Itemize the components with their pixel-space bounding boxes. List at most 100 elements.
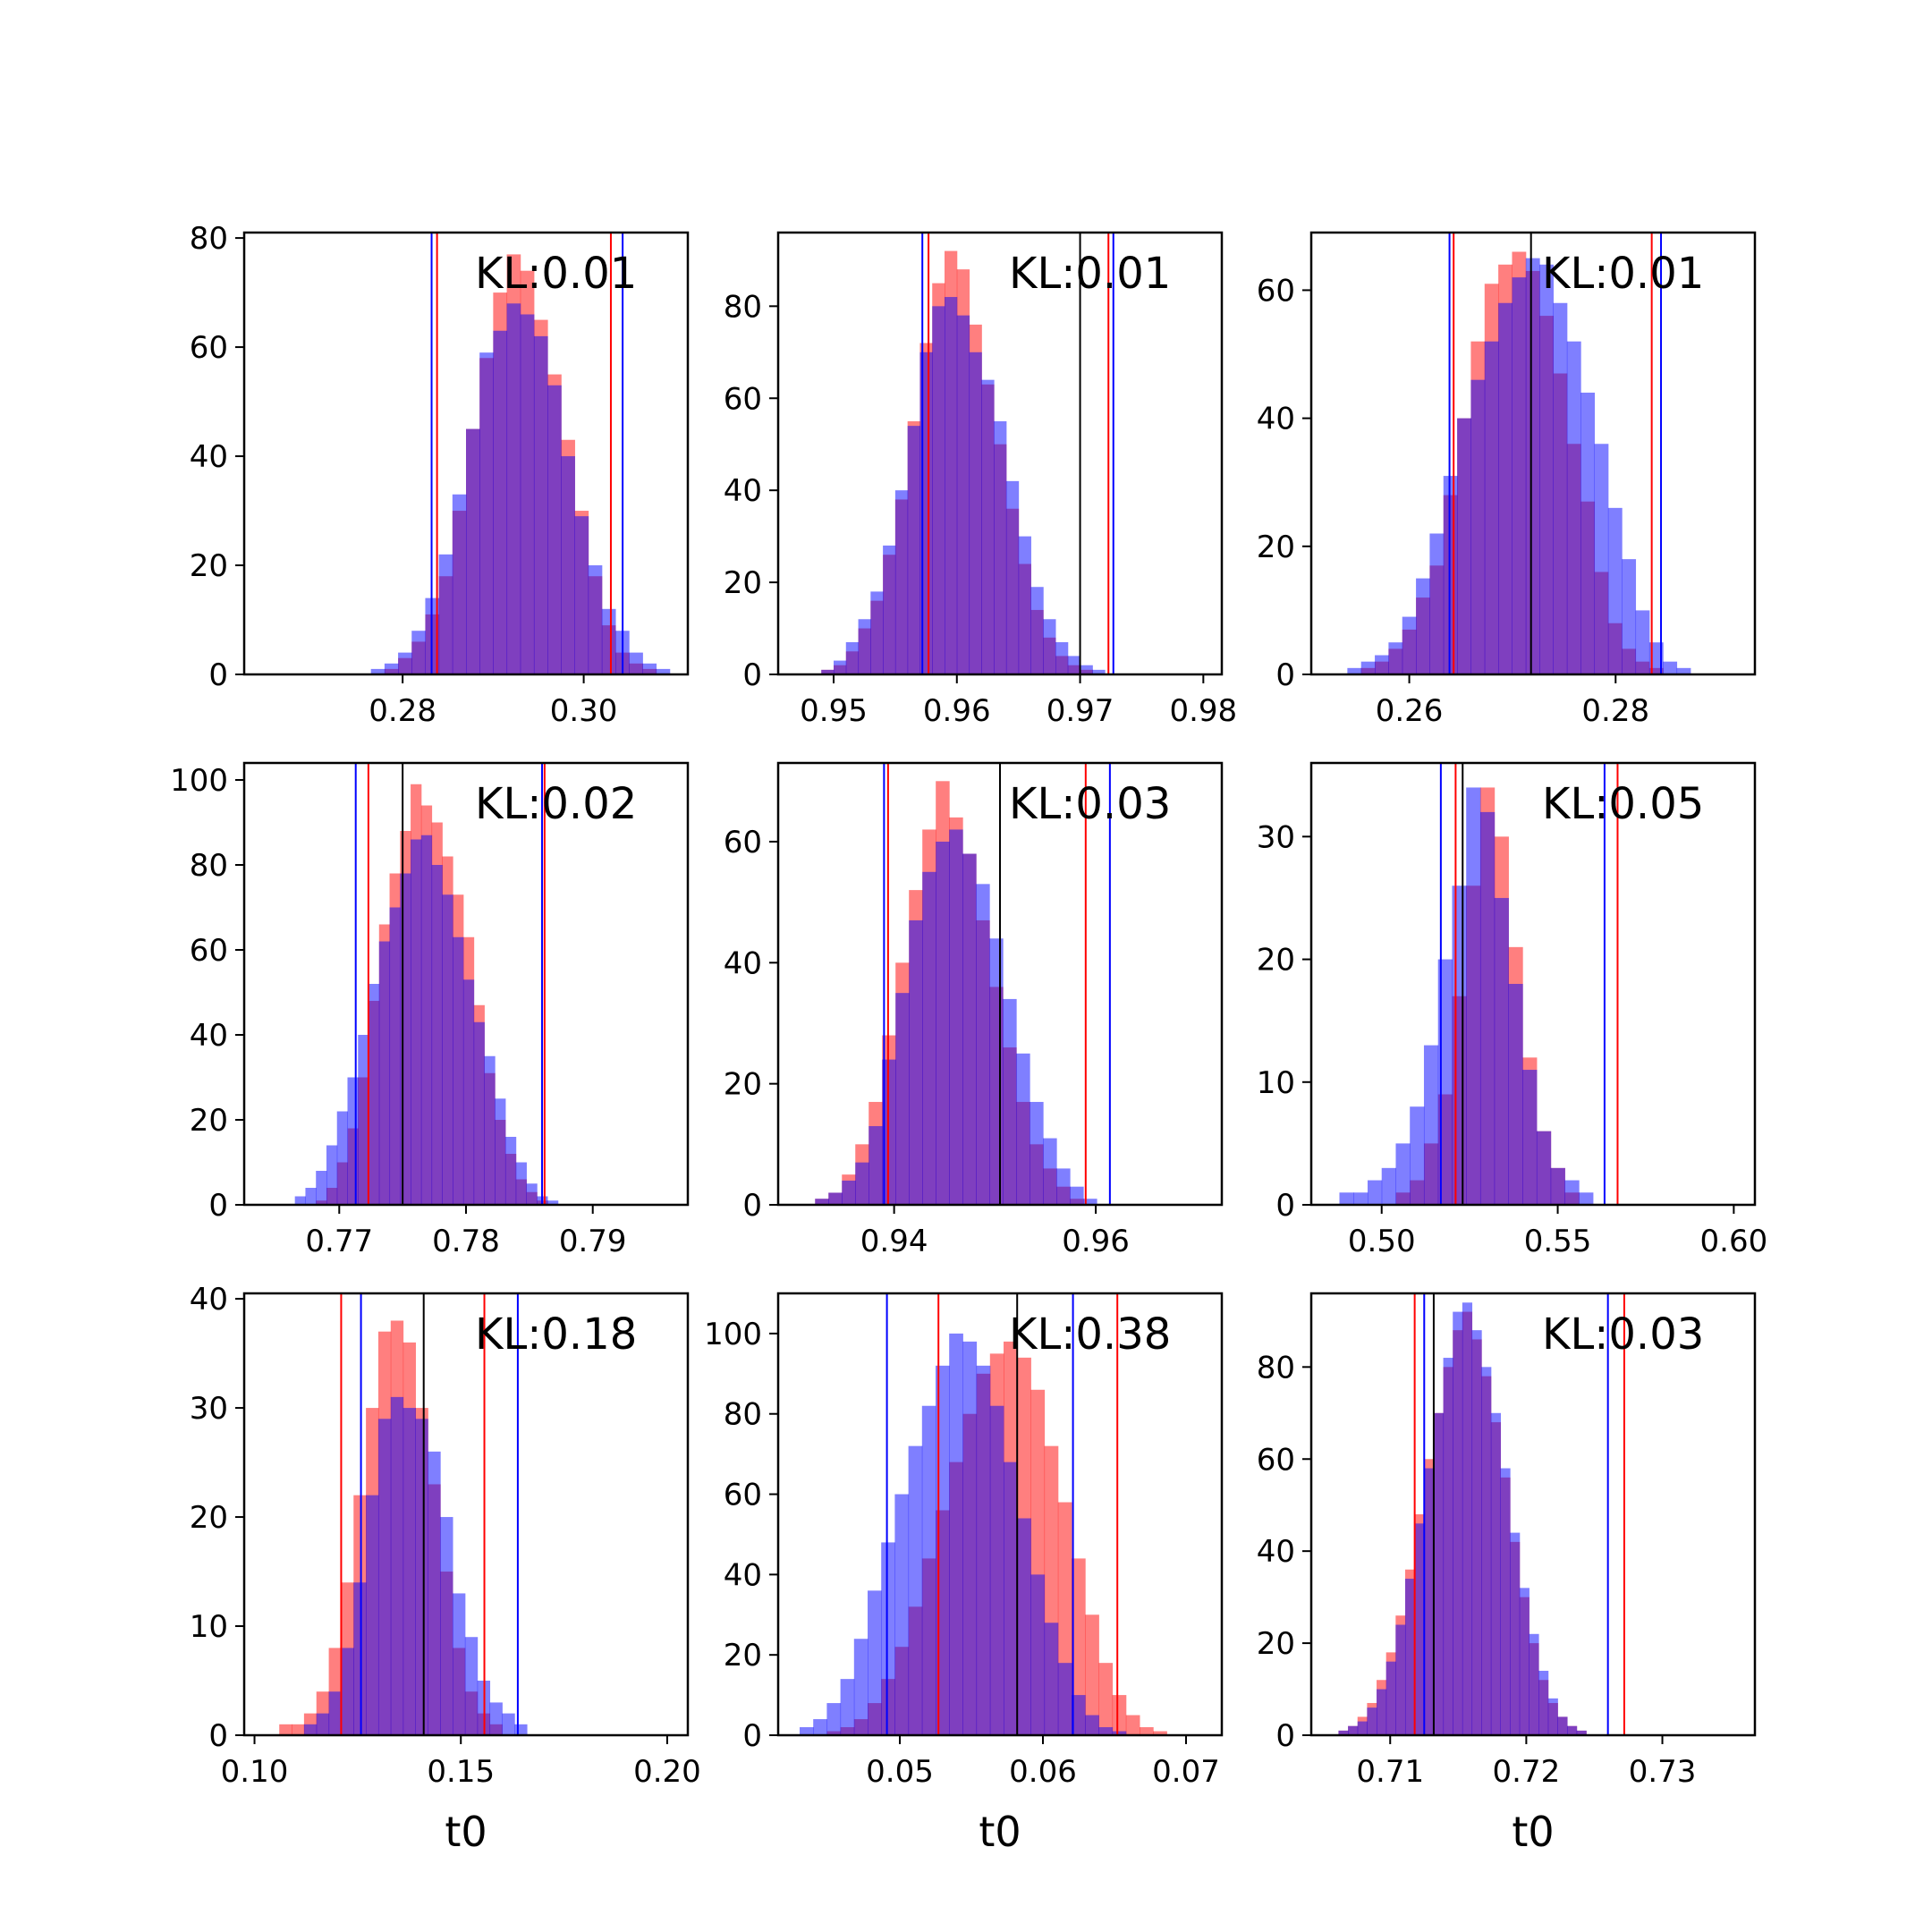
blue-histogram-bar: [1676, 667, 1691, 674]
x-axis-label: t0: [979, 1808, 1021, 1856]
blue-histogram-bar: [1367, 1707, 1377, 1735]
blue-histogram-bar: [922, 871, 936, 1205]
blue-histogram-bar: [1043, 1138, 1057, 1205]
y-tick-label: 0: [1275, 657, 1295, 693]
y-tick-label: 80: [724, 1397, 762, 1433]
blue-histogram-bar: [1385, 1661, 1396, 1735]
blue-histogram-bar: [533, 335, 548, 674]
y-tick-label: 40: [190, 439, 228, 475]
blue-histogram-bar: [453, 1593, 466, 1735]
blue-histogram-bar: [994, 420, 1007, 674]
blue-histogram-bar: [1098, 1727, 1114, 1735]
x-tick-label: 0.79: [559, 1224, 627, 1259]
blue-histogram-bar: [1443, 476, 1458, 674]
y-tick-label: 20: [190, 548, 228, 584]
plot-area: [294, 763, 559, 1205]
panel-2: 0.95 0.96 0.97 0.98 0 20 40 60 80 KL:0.01: [724, 231, 1237, 729]
y-tick-label: 40: [1257, 402, 1295, 437]
blue-histogram-bar: [1539, 264, 1554, 674]
blue-histogram-bar: [1367, 1180, 1383, 1205]
blue-histogram-bar: [1471, 1330, 1482, 1735]
kl-divergence-label: KL:0.01: [1009, 249, 1171, 299]
blue-histogram-bar: [1566, 341, 1581, 674]
blue-histogram-bar: [1498, 302, 1513, 674]
x-tick-label: 0.97: [1046, 693, 1114, 729]
blue-histogram-bar: [411, 631, 426, 674]
blue-histogram-bar: [1030, 587, 1044, 674]
blue-histogram-bar: [305, 1188, 317, 1205]
blue-histogram-bar: [1424, 1468, 1435, 1735]
blue-histogram-bar: [601, 608, 616, 674]
blue-histogram-bar: [840, 1679, 855, 1735]
blue-histogram-bar: [1402, 616, 1417, 674]
x-tick-label: 0.73: [1629, 1754, 1697, 1790]
x-tick-label: 0.05: [866, 1754, 934, 1790]
y-tick-label: 0: [208, 657, 228, 693]
blue-histogram-bar: [484, 1055, 496, 1205]
blue-histogram-bar: [370, 668, 386, 674]
blue-histogram-bar: [1466, 787, 1481, 1205]
blue-histogram-bar: [1410, 1106, 1425, 1205]
y-tick-label: 40: [1257, 1534, 1295, 1570]
blue-histogram-bar: [853, 1639, 869, 1735]
blue-histogram-bar: [894, 490, 909, 674]
x-tick-label: 0.28: [1581, 693, 1649, 729]
x-tick-label: 0.98: [1169, 693, 1237, 729]
y-tick-label: 0: [208, 1188, 228, 1224]
blue-histogram-bar: [1338, 1730, 1349, 1735]
red-histogram-bar: [1140, 1727, 1154, 1735]
x-tick-label: 0.30: [550, 693, 618, 729]
blue-histogram-bar: [402, 1408, 416, 1735]
y-tick-label: 0: [1275, 1188, 1295, 1224]
blue-histogram-bar: [1564, 1180, 1580, 1205]
blue-histogram-bar: [828, 1192, 843, 1205]
blue-histogram-bar: [341, 1648, 354, 1735]
panel-7: 0.10 0.15 0.20 0 10 20 30 40 KL:0.18 t0: [190, 1282, 701, 1856]
blue-histogram-bar: [1353, 1192, 1368, 1205]
x-tick-label: 0.95: [800, 693, 868, 729]
blue-histogram-bar: [868, 1590, 882, 1735]
y-tick-label: 80: [1257, 1350, 1295, 1385]
blue-histogram-bar: [1067, 656, 1081, 674]
blue-histogram-bar: [452, 494, 467, 674]
blue-histogram-bar: [1360, 661, 1376, 674]
x-axis-label: t0: [445, 1808, 487, 1856]
y-tick-label: 20: [190, 1103, 228, 1139]
blue-histogram-bar: [1375, 655, 1389, 674]
blue-histogram-bar: [1016, 1053, 1030, 1205]
blue-histogram-bar: [907, 426, 920, 674]
axes-frame: [776, 1292, 1224, 1737]
blue-histogram-bar: [882, 1059, 896, 1205]
y-tick-label: 0: [208, 1718, 228, 1754]
blue-histogram-bar: [440, 1517, 453, 1735]
blue-histogram-bar: [1404, 1579, 1416, 1735]
x-tick-label: 0.96: [923, 693, 991, 729]
y-tick-label: 100: [704, 1317, 762, 1352]
x-tick-label: 0.10: [221, 1754, 289, 1790]
plot-area: [1338, 1293, 1625, 1735]
blue-histogram-bar: [1092, 669, 1106, 674]
x-tick-label: 0.60: [1700, 1224, 1768, 1259]
blue-histogram-bar: [1017, 1518, 1031, 1735]
red-histogram-bar: [1153, 1731, 1167, 1735]
blue-histogram-bar: [420, 835, 433, 1205]
plot-area: [1347, 233, 1691, 674]
blue-histogram-bar: [1044, 1623, 1059, 1735]
x-tick-label: 0.28: [369, 693, 436, 729]
blue-histogram-bar: [326, 1145, 338, 1205]
plot-area: [279, 1293, 528, 1735]
red-histogram-bar: [1125, 1715, 1140, 1735]
blue-histogram-bar: [366, 1495, 379, 1735]
blue-histogram-bar: [1377, 1689, 1387, 1735]
blue-histogram-bar: [442, 894, 453, 1205]
blue-histogram-bar: [1479, 811, 1496, 1205]
panel-9: 0.71 0.72 0.73 0 20 40 60 80 KL:0.03 t0: [1257, 1292, 1757, 1856]
blue-histogram-bar: [504, 1137, 517, 1205]
blue-histogram-bar: [826, 1703, 842, 1735]
blue-histogram-bar: [1452, 886, 1467, 1205]
kl-divergence-label: KL:0.18: [475, 1309, 637, 1360]
blue-histogram-bar: [1529, 1633, 1539, 1735]
blue-histogram-bar: [1457, 418, 1471, 674]
blue-histogram-bar: [1538, 1670, 1549, 1735]
blue-histogram-bar: [1003, 998, 1017, 1205]
